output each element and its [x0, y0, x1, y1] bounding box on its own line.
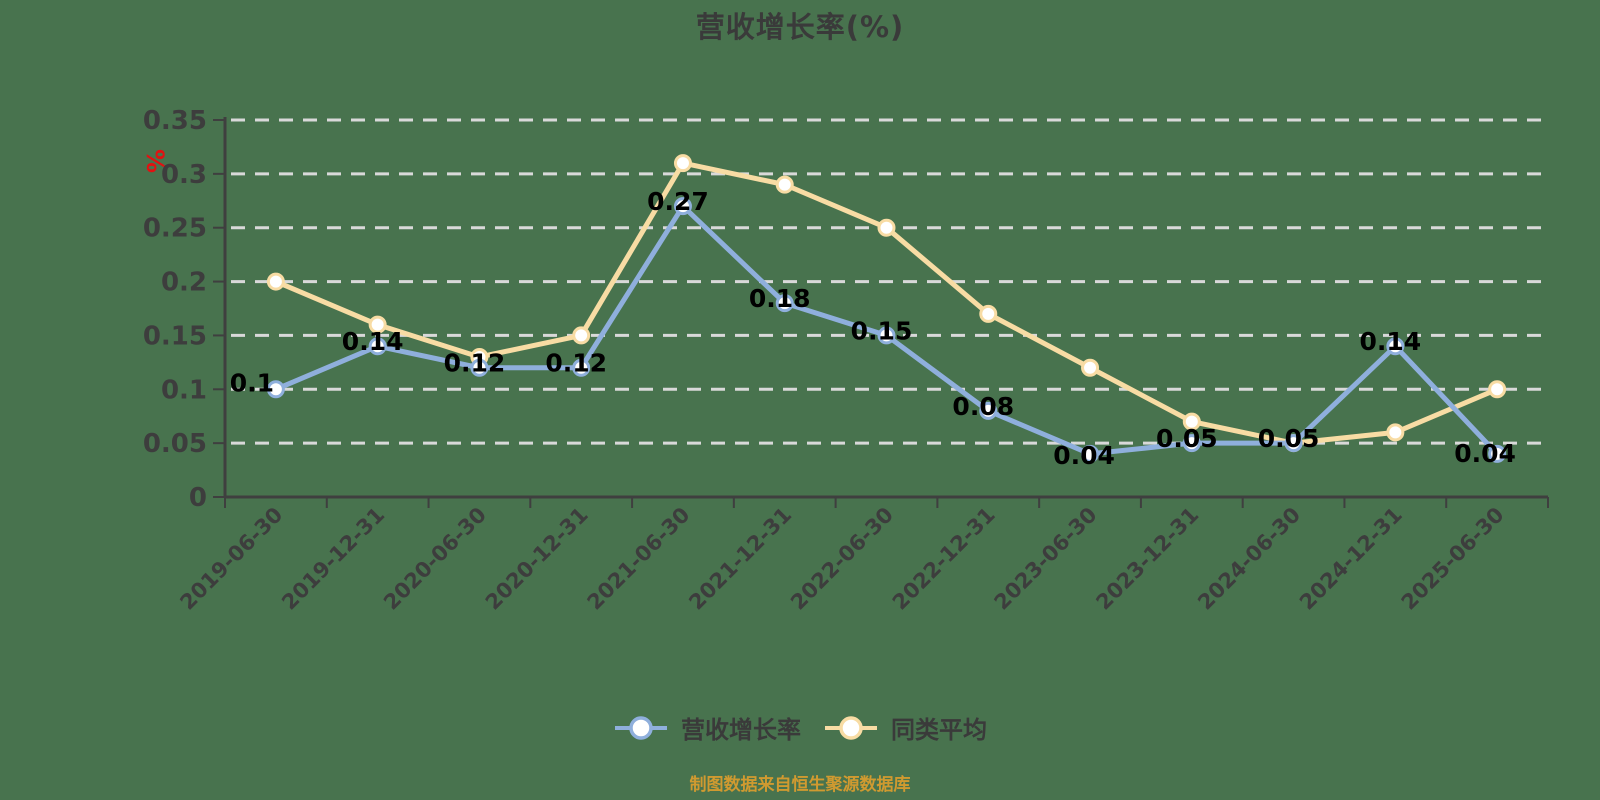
x-tick-label: 2022-06-30	[786, 503, 898, 615]
x-tick-label: 2022-12-31	[888, 503, 1000, 615]
data-point-label: 0.04	[1053, 441, 1115, 470]
x-tick-label: 2019-12-31	[277, 503, 389, 615]
x-tick-label: 2021-12-31	[684, 503, 796, 615]
y-tick-label: 0	[189, 483, 207, 513]
y-tick-label: 0.05	[143, 429, 207, 459]
x-tick-label: 2020-06-30	[379, 503, 491, 615]
legend-label-peer-average: 同类平均	[891, 716, 987, 744]
series-line-peer-average	[273, 160, 1500, 446]
data-point-label: 0.12	[545, 349, 607, 378]
data-point-marker[interactable]	[368, 315, 387, 334]
data-point-marker[interactable]	[877, 218, 896, 237]
x-tick-label: 2020-12-31	[481, 503, 593, 615]
data-point-marker[interactable]	[1182, 434, 1201, 453]
data-point-marker[interactable]	[877, 326, 896, 345]
x-tick-label: 2019-06-30	[175, 503, 287, 615]
y-tick-label: 0.35	[143, 106, 207, 136]
data-point-marker[interactable]	[1182, 412, 1201, 431]
data-point-label: 0.14	[342, 327, 404, 356]
data-point-marker[interactable]	[1284, 434, 1303, 453]
chart-title: 营收增长率(%)	[695, 10, 905, 44]
data-point-label: 0.1	[230, 368, 274, 397]
data-source-note: 制图数据来自恒生聚源数据库	[689, 775, 911, 795]
legend: 营收增长率 同类平均	[0, 710, 1600, 745]
x-tick-label: 2024-06-30	[1193, 503, 1305, 615]
data-point-marker[interactable]	[1386, 423, 1405, 442]
x-tick-label: 2021-06-30	[583, 503, 695, 615]
x-tick-label: 2023-06-30	[990, 503, 1102, 615]
data-point-marker[interactable]	[979, 304, 998, 323]
data-point-marker[interactable]	[1081, 444, 1100, 463]
data-point-label: 0.14	[1360, 327, 1422, 356]
data-point-label: 0.12	[444, 349, 506, 378]
data-point-marker[interactable]	[470, 358, 489, 377]
legend-item-revenue-growth[interactable]: 营收增长率	[613, 710, 801, 745]
data-point-marker[interactable]	[673, 154, 692, 173]
data-point-marker[interactable]	[775, 294, 794, 313]
data-point-marker[interactable]	[572, 358, 591, 377]
y-tick-label: 0.2	[161, 268, 207, 298]
x-tick-label: 2025-06-30	[1397, 503, 1509, 615]
data-point-marker[interactable]	[1081, 358, 1100, 377]
y-tick-label: 0.25	[143, 214, 207, 244]
x-tick-label: 2023-12-31	[1091, 503, 1203, 615]
data-point-marker[interactable]	[673, 197, 692, 216]
y-tick-label: 0.1	[161, 375, 207, 405]
data-point-marker[interactable]	[979, 401, 998, 420]
data-point-label: 0.04	[1454, 439, 1516, 468]
data-point-marker[interactable]	[1386, 337, 1405, 356]
data-point-marker[interactable]	[775, 175, 794, 194]
data-point-label: 0.05	[1156, 424, 1218, 453]
data-point-marker[interactable]	[572, 326, 591, 345]
data-point-marker[interactable]	[368, 337, 387, 356]
data-point-marker[interactable]	[266, 380, 285, 399]
data-point-label: 0.27	[647, 187, 709, 216]
data-point-marker[interactable]	[1488, 444, 1507, 463]
legend-label-revenue-growth: 营收增长率	[681, 716, 801, 744]
line-circle-marker-icon	[825, 715, 877, 740]
data-point-label: 0.05	[1258, 424, 1320, 453]
data-point-label: 0.15	[851, 316, 913, 345]
legend-item-peer-average[interactable]: 同类平均	[823, 710, 987, 745]
data-point-label: 0.18	[749, 284, 811, 313]
data-point-marker[interactable]	[266, 272, 285, 291]
data-point-label: 0.08	[952, 392, 1014, 421]
line-circle-marker-icon	[615, 715, 667, 740]
data-point-marker[interactable]	[1488, 380, 1507, 399]
y-tick-label: 0.3	[161, 160, 207, 190]
y-tick-label: 0.15	[143, 321, 207, 351]
x-tick-label: 2024-12-31	[1295, 503, 1407, 615]
